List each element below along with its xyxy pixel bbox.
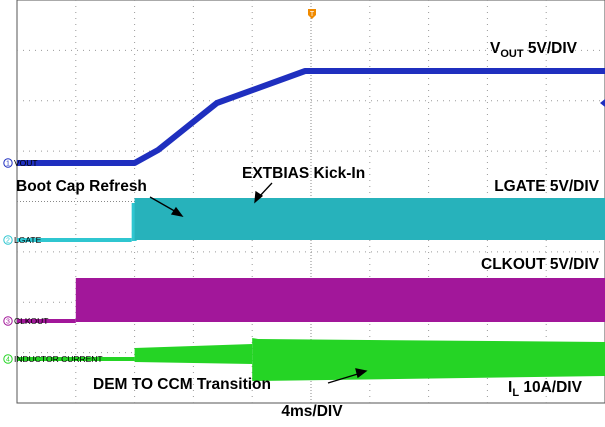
waveform-traces — [17, 68, 605, 381]
channel-3-number: 3 — [6, 319, 10, 326]
vout-level-marker — [600, 99, 605, 107]
annotation-extbias-kick-in: EXTBIAS Kick-In — [242, 165, 365, 182]
vout-trace — [17, 68, 605, 166]
annotation-dem-to-ccm-transition: DEM TO CCM Transition — [93, 376, 271, 393]
arrowhead-extbias — [254, 190, 264, 204]
channel-4-name: INDUCTOR CURRENT — [14, 354, 103, 364]
arrowhead-dem-ccm — [355, 368, 368, 379]
timebase-label: 4ms/DIV — [281, 403, 343, 420]
current-ccm-band — [252, 338, 605, 381]
channel-markers: 1 VOUT 2 LGATE 3 CLKOUT 4 INDUCTOR CURRENT T — [3, 9, 605, 364]
channel-2-name: LGATE — [14, 235, 42, 245]
lgate-switching-band — [134, 198, 605, 240]
lgate-boot-pulse — [131, 203, 137, 241]
current-dem-band — [134, 344, 253, 364]
lgate-scale-label: LGATE 5V/DIV — [494, 178, 599, 195]
annotation-boot-cap-refresh: Boot Cap Refresh — [16, 178, 147, 195]
inductor-current-scale-label: IL 10A/DIV — [508, 379, 583, 399]
clkout-scale-label: CLKOUT 5V/DIV — [481, 256, 600, 273]
channel-4-number: 4 — [6, 357, 10, 364]
channel-2-marker — [3, 235, 13, 245]
annotation-arrows — [149, 182, 368, 384]
channel-2-number: 2 — [6, 238, 10, 245]
arrowhead-boot-cap — [170, 206, 184, 217]
channel-1-number: 1 — [6, 161, 10, 168]
vout-scale-label: VOUT 5V/DIV — [490, 40, 578, 60]
channel-1-marker — [3, 158, 13, 168]
channel-3-marker — [3, 316, 13, 326]
trigger-marker: T — [308, 9, 316, 19]
trigger-letter: T — [310, 11, 315, 18]
channel-1-name: VOUT — [14, 158, 38, 168]
arrow-dem-ccm — [327, 372, 362, 384]
arrow-boot-cap — [149, 196, 179, 214]
channel-3-name: CLKOUT — [14, 316, 48, 326]
lgate-switching-shade — [134, 198, 605, 240]
channel-4-marker — [3, 354, 13, 364]
clkout-clock-band — [75, 278, 605, 322]
trigger-icon — [308, 9, 316, 19]
waveform-area — [17, 68, 605, 381]
